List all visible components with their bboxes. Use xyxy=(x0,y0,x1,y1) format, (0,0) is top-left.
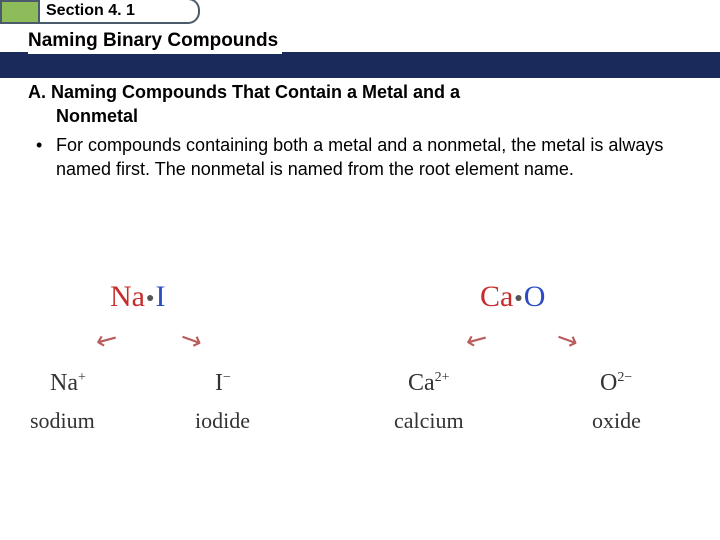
ion-charge: − xyxy=(223,370,231,385)
ion-symbol: Ca xyxy=(408,370,435,396)
bullet-1-text: For compounds containing both a metal an… xyxy=(56,133,692,182)
arrow-icon: ↙ xyxy=(90,321,124,359)
ion-symbol: O xyxy=(600,370,617,396)
content-area: A. Naming Compounds That Contain a Metal… xyxy=(28,80,692,181)
arrow-icon: ↘ xyxy=(550,321,583,358)
ion-symbol: Na xyxy=(50,370,78,396)
nonmetal-name-right: oxide xyxy=(592,408,641,434)
title-underline-band xyxy=(0,52,720,78)
arrow-icon: ↙ xyxy=(460,321,494,359)
subheading-a-line1: A. Naming Compounds That Contain a Metal… xyxy=(28,80,692,104)
compound-right: Ca●O xyxy=(480,280,545,314)
subheading-a: A. Naming Compounds That Contain a Metal… xyxy=(28,80,692,129)
chapter-color-box xyxy=(0,0,40,24)
nonmetal-symbol-left: I xyxy=(155,280,165,313)
bullet-1: • For compounds containing both a metal … xyxy=(28,133,692,182)
metal-ion-right: Ca2+ xyxy=(408,370,450,397)
ion-charge: + xyxy=(78,370,86,385)
subheading-a-line2: Nonmetal xyxy=(28,104,692,128)
ion-charge: 2− xyxy=(617,370,632,385)
ionic-diagram: Na●I ↙ ↘ Na+ I− sodium iodide Ca●O ↙ ↘ C… xyxy=(40,280,680,450)
metal-ion-left: Na+ xyxy=(50,370,86,397)
ion-charge: 2+ xyxy=(435,370,450,385)
nonmetal-name-left: iodide xyxy=(195,408,250,434)
dot-sep-right: ● xyxy=(513,291,523,306)
nonmetal-symbol-right: O xyxy=(524,280,546,313)
header-bar: Section 4. 1 xyxy=(0,0,720,30)
metal-name-right: calcium xyxy=(394,408,464,434)
metal-symbol-left: Na xyxy=(110,280,145,313)
ion-symbol: I xyxy=(215,370,223,396)
nonmetal-ion-left: I− xyxy=(215,370,231,397)
metal-symbol-right: Ca xyxy=(480,280,513,313)
metal-name-left: sodium xyxy=(30,408,95,434)
slide-title: Naming Binary Compounds xyxy=(28,30,282,54)
bullet-mark: • xyxy=(28,133,56,182)
nonmetal-ion-right: O2− xyxy=(600,370,632,397)
dot-sep-left: ● xyxy=(145,291,155,306)
compound-left: Na●I xyxy=(110,280,165,314)
arrow-icon: ↘ xyxy=(174,321,207,358)
section-label: Section 4. 1 xyxy=(46,2,135,20)
